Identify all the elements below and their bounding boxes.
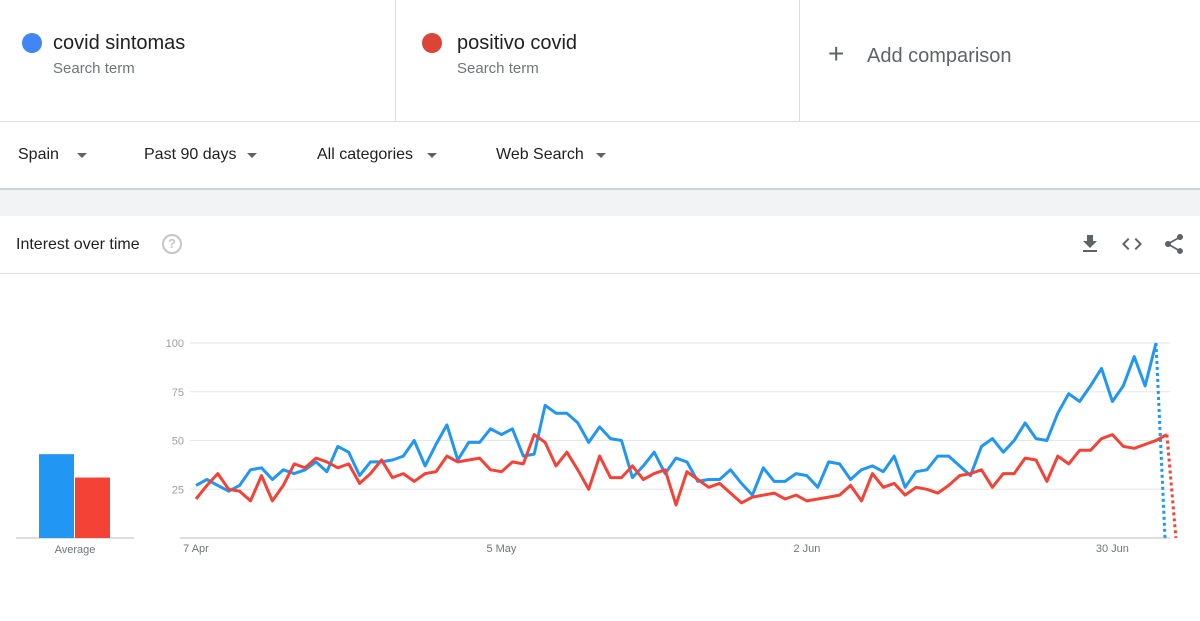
card-header: Interest over time ?	[0, 216, 1200, 274]
region-dropdown[interactable]: Spain	[18, 146, 87, 164]
card-title: Interest over time	[16, 236, 140, 253]
help-icon[interactable]: ?	[162, 234, 182, 254]
term-name: positivo covid	[457, 32, 578, 54]
interest-over-time-chart: 25 50 75 100 7 Apr 5 May 2 Jun 30 Jun Average	[16, 338, 1178, 556]
y-tick-label: 25	[172, 484, 184, 496]
term-card-covid-sintomas[interactable]: covid sintomas Search term	[0, 0, 396, 122]
category-value: All categories	[317, 146, 414, 163]
interest-over-time-card: Interest over time ?	[0, 216, 1200, 621]
series-line-positivo-covid	[194, 433, 1168, 507]
series-line-positivo-covid-partial-data	[1165, 434, 1178, 539]
add-comparison-label: Add comparison	[867, 45, 1012, 67]
time-range-dropdown[interactable]: Past 90 days	[144, 146, 257, 164]
caret-down-icon	[76, 152, 87, 158]
x-tick-label: 5 May	[486, 543, 516, 555]
y-tick-label: 100	[166, 338, 184, 350]
download-icon[interactable]	[1078, 232, 1102, 256]
category-dropdown[interactable]: All categories	[317, 146, 438, 164]
term-card-positivo-covid[interactable]: positivo covid Search term	[396, 0, 800, 122]
term-name: covid sintomas	[53, 32, 186, 54]
x-tick-label: 7 Apr	[183, 543, 209, 555]
average-label: Average	[55, 544, 96, 556]
average-bar	[75, 477, 110, 538]
series-color-dot	[422, 33, 442, 53]
caret-down-icon	[427, 152, 438, 158]
search-type-dropdown[interactable]: Web Search	[496, 146, 606, 164]
average-bar	[39, 454, 74, 538]
filter-bar: Spain Past 90 days All categories Web Se…	[0, 122, 1200, 190]
share-icon[interactable]	[1162, 232, 1186, 256]
search-terms-bar: covid sintomas Search term positivo covi…	[0, 0, 1200, 122]
series-line-covid-sintomas-partial-data	[1154, 342, 1167, 539]
plus-icon: +	[828, 38, 845, 69]
caret-down-icon	[595, 152, 606, 158]
y-tick-label: 50	[172, 436, 184, 448]
series-line-covid-sintomas	[195, 342, 1158, 497]
caret-down-icon	[246, 152, 257, 158]
search-type-value: Web Search	[496, 146, 584, 163]
embed-icon[interactable]	[1120, 232, 1144, 256]
region-value: Spain	[18, 146, 59, 163]
add-comparison-button[interactable]: + Add comparison	[800, 0, 1200, 122]
series-color-dot	[22, 33, 42, 53]
x-tick-label: 30 Jun	[1096, 543, 1129, 555]
x-tick-label: 2 Jun	[793, 543, 820, 555]
term-type: Search term	[457, 60, 539, 77]
section-divider	[0, 190, 1200, 216]
y-tick-label: 75	[172, 387, 184, 399]
time-range-value: Past 90 days	[144, 146, 237, 163]
term-type: Search term	[53, 60, 135, 77]
